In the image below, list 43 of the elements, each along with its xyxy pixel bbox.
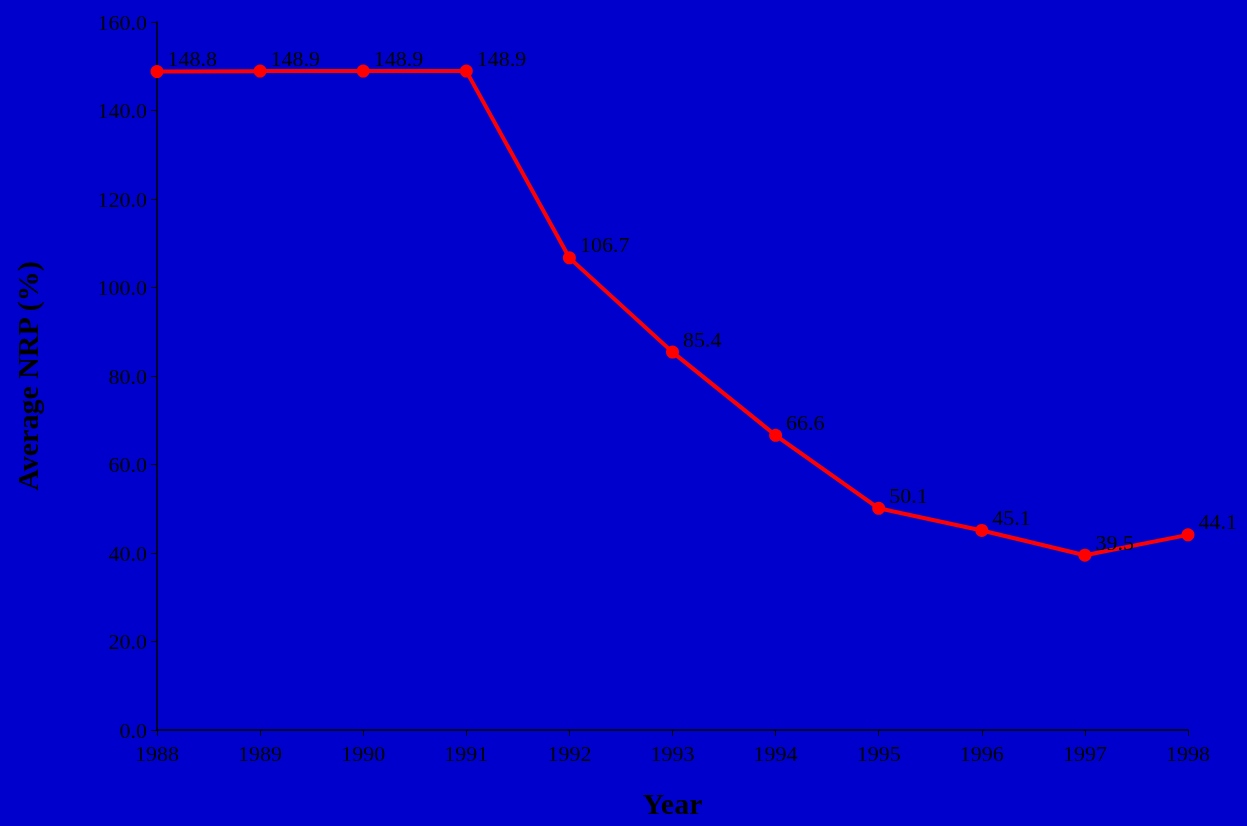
- y-tick-label: 80.0: [108, 363, 147, 389]
- x-axis-title: Year: [642, 786, 703, 820]
- point: [150, 65, 164, 79]
- point: [1181, 528, 1195, 542]
- data-label: 44.1: [1198, 509, 1237, 535]
- y-tick-label: 140.0: [97, 98, 147, 123]
- x-tick-label: 1998: [1166, 740, 1210, 766]
- point: [356, 64, 370, 78]
- data-label: 148.9: [476, 45, 527, 71]
- y-tick-label: 100.0: [97, 275, 147, 300]
- y-tick-label: 0.0: [119, 717, 147, 743]
- x-tick-label: 1996: [959, 740, 1004, 766]
- point: [872, 501, 886, 515]
- point: [975, 523, 989, 537]
- point: [562, 251, 576, 265]
- data-label: 66.6: [786, 409, 825, 435]
- x-tick-label: 1995: [856, 740, 901, 766]
- y-tick-label: 40.0: [108, 540, 147, 566]
- y-tick-label: 60.0: [108, 452, 147, 477]
- x-tick-label: 1992: [547, 740, 592, 766]
- data-label: 50.1: [889, 482, 928, 508]
- data-label: 85.4: [683, 326, 722, 352]
- x-tick-label: 1991: [444, 740, 489, 766]
- x-tick-label: 1993: [650, 740, 695, 766]
- y-tick-label: 160.0: [97, 9, 147, 35]
- x-tick-label: 1990: [341, 740, 386, 766]
- y-axis-title: Average NRP (%): [10, 261, 45, 491]
- point: [666, 345, 679, 359]
- data-label: 148.9: [270, 45, 321, 71]
- y-tick-label: 20.0: [108, 629, 147, 654]
- point: [769, 428, 783, 442]
- point: [1078, 548, 1092, 562]
- x-tick-label: 1989: [238, 740, 283, 766]
- x-tick-label: 1997: [1062, 740, 1107, 766]
- data-label: 148.9: [373, 45, 424, 71]
- data-label: 148.8: [167, 46, 217, 72]
- data-label: 45.1: [992, 504, 1031, 530]
- point: [459, 64, 473, 78]
- x-tick-label: 1994: [753, 740, 798, 766]
- x-tick-label: 1988: [135, 740, 179, 766]
- y-tick-label: 120.0: [97, 186, 147, 212]
- data-label: 106.7: [579, 232, 630, 258]
- point: [253, 64, 267, 78]
